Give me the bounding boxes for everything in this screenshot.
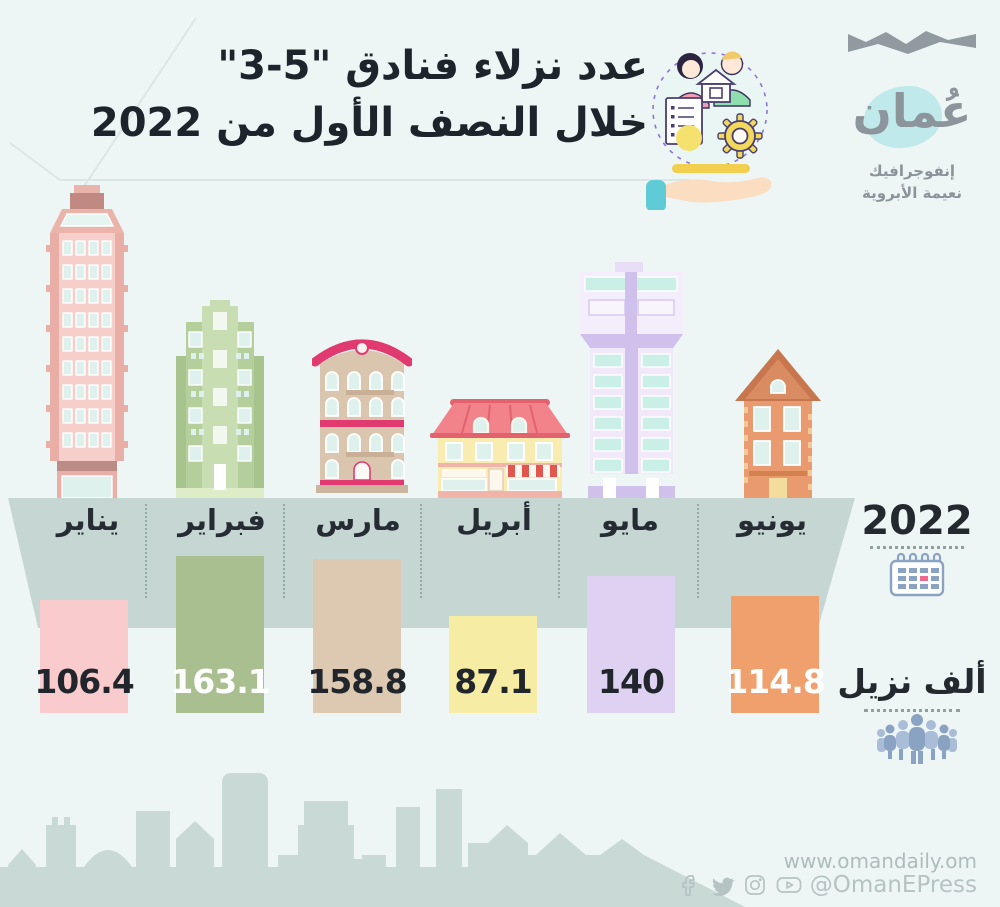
unit-label: ألف نزيل (837, 662, 987, 701)
month-label-3: مارس (315, 503, 401, 537)
year-label: 2022 (861, 498, 973, 544)
youtube-icon (776, 877, 802, 893)
building-february (176, 300, 264, 498)
bar-value-4: 87.1 (454, 662, 532, 701)
unit-divider (864, 709, 960, 712)
twitter-icon (711, 877, 735, 896)
month-label-6: يونيو (737, 503, 807, 537)
instagram-icon (744, 875, 765, 895)
logo-brand: عُمان (852, 84, 972, 138)
social-handle: @OmanEPress (809, 872, 977, 898)
month-label-4: أبريل (456, 503, 532, 537)
calendar-icon (889, 552, 945, 597)
oman-logo: عُمان إنفوجرافيك نعيمة الأبروية (836, 30, 988, 204)
social-row: @OmanEPress (676, 872, 977, 898)
logo-blob (864, 86, 942, 148)
building-march (312, 339, 412, 493)
building-january (46, 185, 128, 498)
bar-value-1: 106.4 (34, 662, 134, 701)
month-separator (420, 504, 422, 598)
month-separator (558, 504, 560, 598)
bar-value-2: 163.1 (170, 662, 270, 701)
logo-subtitle-1: إنفوجرافيك (868, 162, 956, 180)
hand-presenting-icon (646, 51, 772, 210)
bar-month-4: 87.1 (449, 616, 537, 713)
logo-subtitle-2: نعيمة الأبروية (862, 184, 962, 202)
month-separator (145, 504, 147, 598)
bar-month-3: 158.8 (307, 559, 408, 713)
bar-value-3: 158.8 (307, 662, 407, 701)
skyline-silhouette (0, 773, 745, 907)
bar-value-6: 114.8 (725, 662, 825, 701)
website-url: www.omandaily.om (783, 849, 977, 873)
bar-month-2: 163.1 (170, 556, 271, 713)
bar-value-5: 140 (598, 662, 665, 701)
building-june (735, 349, 821, 498)
facebook-icon (681, 875, 695, 896)
year-divider (870, 546, 964, 549)
month-label-5: مايو (601, 503, 659, 537)
title-line-1: عدد نزلاء فنادق "5-3" (217, 43, 649, 89)
building-april (430, 399, 570, 498)
month-separator (697, 504, 699, 598)
title-line-2: خلال النصف الأول من 2022 (90, 100, 649, 146)
month-label-2: فبراير (178, 503, 266, 537)
logo-ridge-icon (848, 31, 976, 54)
month-separator (283, 504, 285, 598)
bar-month-1: 106.4 (34, 600, 135, 713)
month-label-1: يناير (56, 503, 120, 537)
title-frame-lines (9, 17, 690, 201)
page-title: عدد نزلاء فنادق "5-3" خلال النصف الأول م… (90, 38, 649, 152)
bar-month-6: 114.8 (725, 596, 826, 713)
bar-month-5: 140 (587, 576, 675, 713)
people-group-icon (877, 714, 957, 764)
building-may (580, 262, 683, 498)
